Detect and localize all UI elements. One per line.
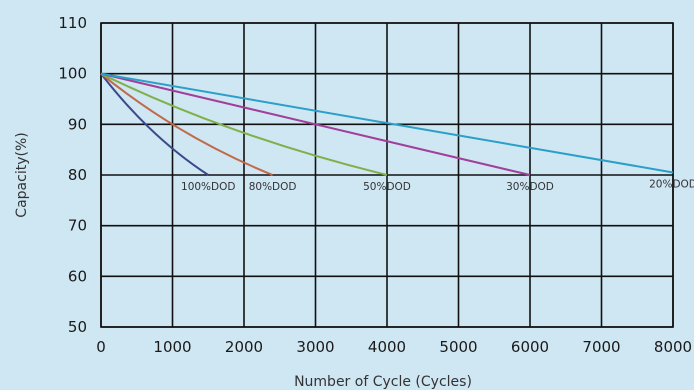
y-tick-label: 90 bbox=[68, 115, 87, 133]
series-label: 30%DOD bbox=[506, 181, 554, 193]
x-tick-label: 2000 bbox=[225, 338, 263, 356]
x-tick-label: 4000 bbox=[368, 338, 406, 356]
series-line bbox=[100, 72, 388, 176]
series-layer bbox=[100, 72, 674, 176]
x-axis-title: Number of Cycle (Cycles) bbox=[294, 374, 472, 390]
tick-layer: 0 1000 2000 3000 4000 5000 6000 7000 8000 50 60 70 8… bbox=[58, 14, 692, 356]
x-tick-label: 7000 bbox=[582, 338, 620, 356]
x-tick-label: 3000 bbox=[296, 338, 334, 356]
series-line bbox=[100, 72, 273, 176]
series-label: 50%DOD bbox=[363, 181, 411, 193]
y-tick-label: 60 bbox=[68, 267, 87, 285]
series-line bbox=[100, 73, 209, 176]
y-tick-label: 100 bbox=[58, 65, 87, 83]
label-layer: 100%DOD 80%DOD 50%DOD 30%DOD 20%DOD bbox=[181, 178, 694, 193]
x-tick-label: 1000 bbox=[153, 338, 191, 356]
y-tick-label: 50 bbox=[68, 318, 87, 336]
x-tick-label: 5000 bbox=[439, 338, 477, 356]
x-tick-label: 0 bbox=[96, 338, 106, 356]
y-tick-label: 110 bbox=[58, 14, 87, 32]
x-tick-label: 6000 bbox=[511, 338, 549, 356]
series-label: 20%DOD bbox=[649, 178, 694, 190]
series-label: 100%DOD bbox=[181, 181, 235, 193]
y-tick-label: 70 bbox=[68, 217, 87, 235]
series-label: 80%DOD bbox=[249, 181, 297, 193]
series-line bbox=[100, 72, 674, 174]
y-axis-title: Capacity(%) bbox=[14, 132, 30, 217]
series-line bbox=[100, 72, 531, 176]
x-tick-label: 8000 bbox=[654, 338, 692, 356]
y-tick-label: 80 bbox=[68, 166, 87, 184]
